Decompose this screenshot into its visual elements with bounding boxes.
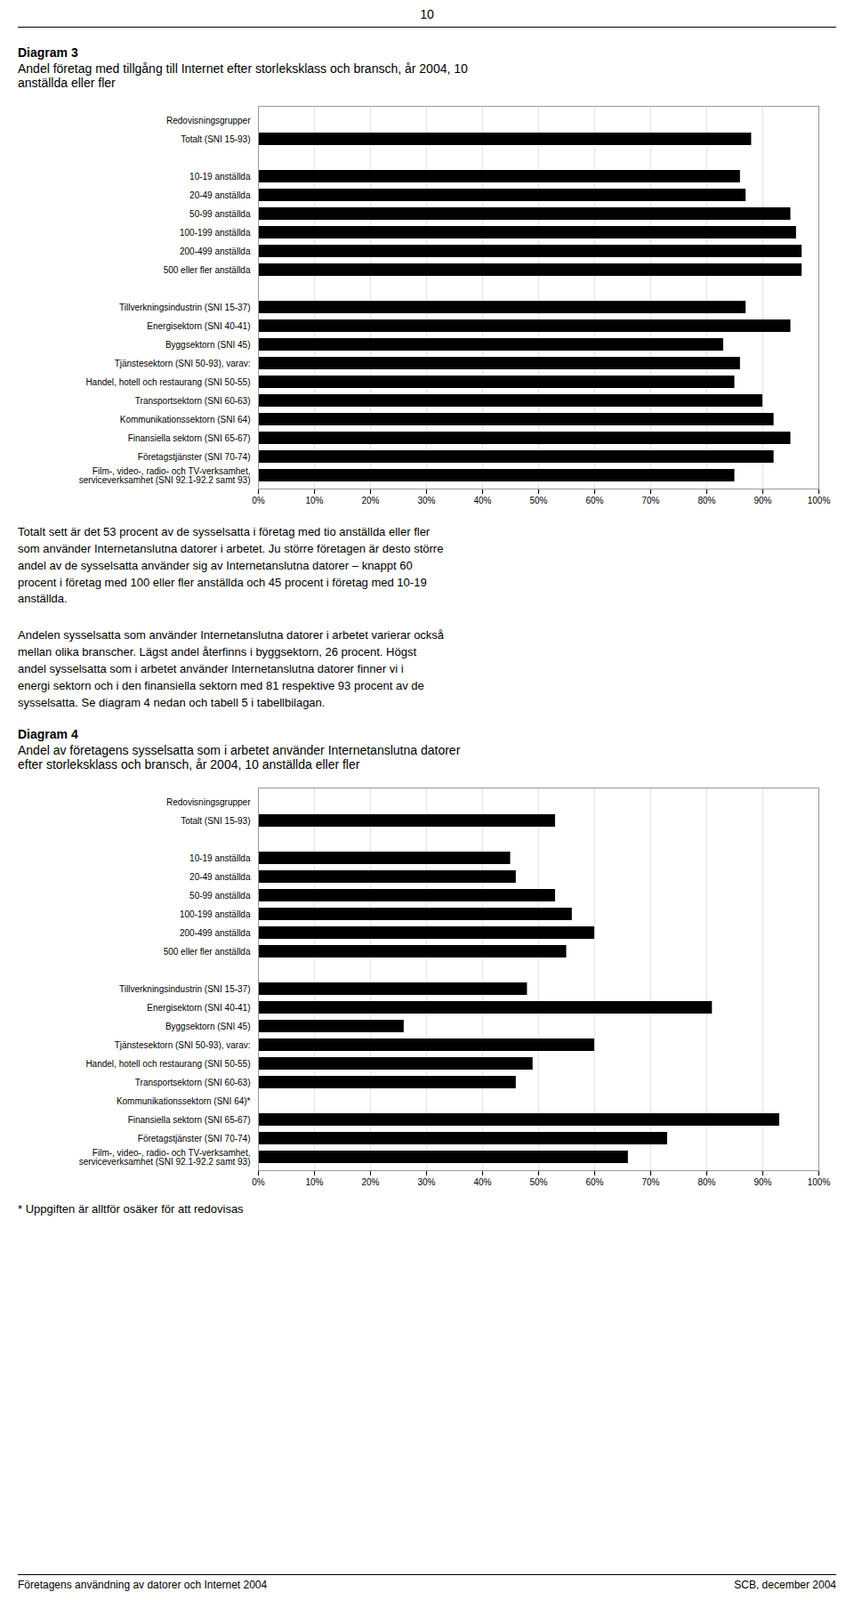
svg-text:Tjänstesektorn (SNI 50-93), va: Tjänstesektorn (SNI 50-93), varav: [114, 1039, 251, 1050]
svg-text:500 eller fler anställda: 500 eller fler anställda [163, 265, 251, 275]
svg-text:10-19 anställda: 10-19 anställda [189, 171, 251, 182]
svg-text:Redovisningsgrupper: Redovisningsgrupper [166, 797, 251, 807]
svg-text:50-99 anställda: 50-99 anställda [189, 890, 251, 901]
html-text:Diagram 3: Diagram 3 [17, 45, 79, 60]
svg-text:50%: 50% [529, 1176, 548, 1187]
svg-text:40%: 40% [473, 1176, 492, 1187]
svg-text:Kommunikationssektorn (SNI 64): Kommunikationssektorn (SNI 64) [120, 414, 251, 425]
svg-text:Byggsektorn (SNI 45): Byggsektorn (SNI 45) [165, 1021, 251, 1032]
svg-text:40%: 40% [473, 495, 492, 506]
svg-text:Handel, hotell och restaurang: Handel, hotell och restaurang (SNI 50-55… [85, 377, 250, 387]
svg-text:Energisektorn (SNI 40-41): Energisektorn (SNI 40-41) [146, 1002, 250, 1013]
html-text:Företagens användning av dator: Företagens användning av datorer och Int… [17, 1578, 268, 1591]
html-text:Andelen sysselsatta som använd: Andelen sysselsatta som använder Interne… [17, 628, 444, 709]
svg-text:80%: 80% [697, 1176, 716, 1187]
svg-text:200-499 anställda: 200-499 anställda [179, 246, 251, 257]
svg-text:100-199 anställda: 100-199 anställda [179, 909, 251, 919]
svg-text:70%: 70% [641, 495, 660, 506]
svg-text:90%: 90% [753, 1176, 772, 1187]
svg-text:10-19 anställda: 10-19 anställda [189, 853, 251, 863]
html-text:10: 10 [420, 7, 434, 22]
svg-text:500 eller fler anställda: 500 eller fler anställda [163, 946, 251, 957]
svg-text:Byggsektorn (SNI 45): Byggsektorn (SNI 45) [165, 339, 251, 350]
svg-text:Handel, hotell och restaurang: Handel, hotell och restaurang (SNI 50-55… [85, 1058, 250, 1069]
html-text:SCB, december 2004: SCB, december 2004 [734, 1578, 837, 1591]
html-text:Diagram 4: Diagram 4 [17, 727, 79, 742]
svg-text:30%: 30% [417, 495, 436, 506]
svg-text:60%: 60% [585, 1176, 604, 1187]
svg-text:Tillverkningsindustrin (SNI 15: Tillverkningsindustrin (SNI 15-37) [119, 983, 250, 994]
svg-text:Tjänstesektorn (SNI 50-93), va: Tjänstesektorn (SNI 50-93), varav: [114, 358, 251, 369]
svg-text:Kommunikationssektorn (SNI 64): Kommunikationssektorn (SNI 64)* [116, 1095, 251, 1106]
html-text:* Uppgiften är alltför osäker: * Uppgiften är alltför osäker för att re… [17, 1202, 244, 1216]
svg-text:90%: 90% [753, 495, 772, 506]
svg-text:0%: 0% [251, 495, 266, 506]
svg-text:100%: 100% [807, 495, 831, 506]
svg-text:80%: 80% [697, 495, 716, 506]
svg-text:100%: 100% [807, 1176, 831, 1187]
svg-text:Finansiella sektorn (SNI 65-67: Finansiella sektorn (SNI 65-67) [128, 1114, 251, 1125]
svg-text:100-199 anställda: 100-199 anställda [179, 227, 251, 238]
svg-text:70%: 70% [641, 1176, 660, 1187]
svg-text:Transportsektorn (SNI 60-63): Transportsektorn (SNI 60-63) [135, 1077, 251, 1088]
svg-text:Transportsektorn (SNI 60-63): Transportsektorn (SNI 60-63) [135, 395, 251, 406]
svg-text:10%: 10% [305, 1176, 323, 1187]
svg-text:Energisektorn (SNI 40-41): Energisektorn (SNI 40-41) [146, 321, 250, 331]
svg-text:20%: 20% [361, 1176, 379, 1187]
svg-text:30%: 30% [417, 1176, 436, 1187]
svg-text:Företagstjänster (SNI 70-74): Företagstjänster (SNI 70-74) [137, 451, 251, 462]
svg-text:Totalt (SNI 15-93): Totalt (SNI 15-93) [180, 815, 250, 826]
svg-text:20%: 20% [361, 495, 379, 506]
svg-text:Film-, video-, radio- och TV-v: Film-, video-, radio- och TV-verksamhet,… [79, 1147, 251, 1167]
svg-text:Film-, video-, radio- och TV-v: Film-, video-, radio- och TV-verksamhet,… [79, 466, 251, 485]
svg-text:0%: 0% [251, 1176, 266, 1187]
svg-text:200-499 anställda: 200-499 anställda [179, 927, 251, 938]
svg-text:20-49 anställda: 20-49 anställda [189, 190, 251, 201]
svg-text:60%: 60% [585, 495, 604, 506]
html-text:Andel företag med tillgång til: Andel företag med tillgång till Internet… [17, 61, 468, 90]
svg-text:50%: 50% [529, 495, 548, 506]
svg-text:50-99 anställda: 50-99 anställda [189, 209, 251, 219]
html-text:Totalt sett är det 53 procent: Totalt sett är det 53 procent av de syss… [17, 524, 444, 606]
svg-text:Totalt (SNI 15-93): Totalt (SNI 15-93) [180, 134, 250, 145]
svg-text:Finansiella sektorn (SNI 65-67: Finansiella sektorn (SNI 65-67) [128, 433, 251, 444]
svg-text:Redovisningsgrupper: Redovisningsgrupper [166, 115, 251, 126]
svg-text:Tillverkningsindustrin (SNI 15: Tillverkningsindustrin (SNI 15-37) [119, 302, 250, 313]
html-text:Andel av företagens sysselsatt: Andel av företagens sysselsatta som i ar… [17, 743, 461, 772]
svg-text:Företagstjänster (SNI 70-74): Företagstjänster (SNI 70-74) [137, 1133, 251, 1144]
svg-text:10%: 10% [305, 495, 323, 506]
svg-text:20-49 anställda: 20-49 anställda [189, 871, 251, 882]
